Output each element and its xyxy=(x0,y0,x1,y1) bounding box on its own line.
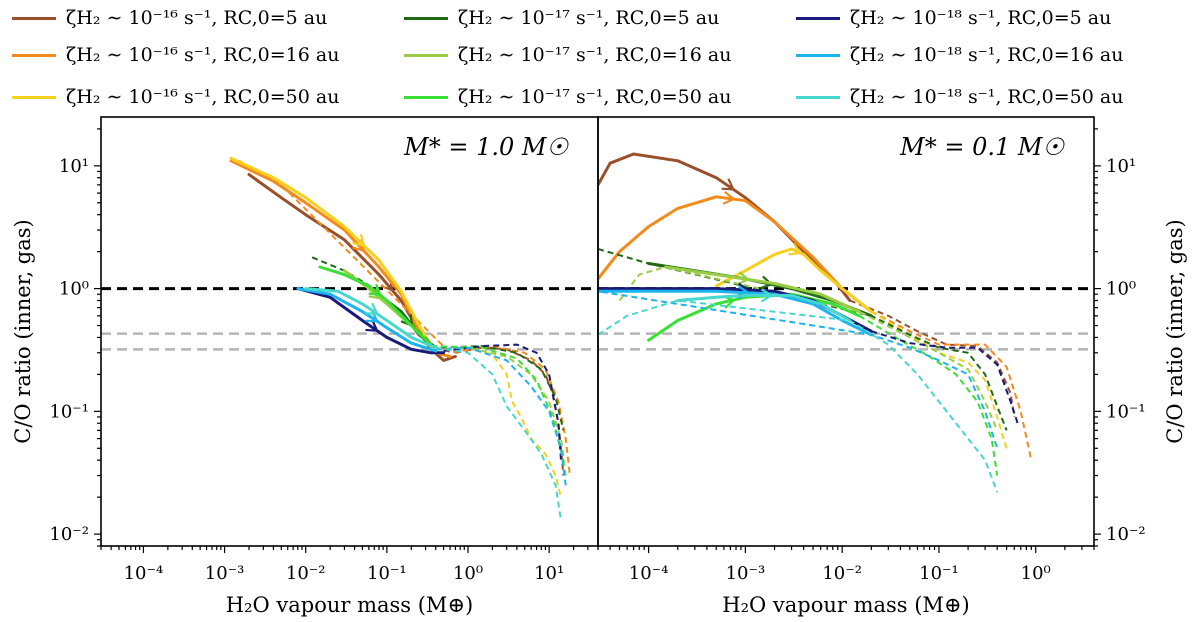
legend-swatch xyxy=(404,16,448,20)
series-solid-line xyxy=(229,156,438,355)
legend-label: ζH₂ ∼ 10⁻¹⁷ s⁻¹, RC,0=5 au xyxy=(458,7,720,29)
y-tick-label: 10⁻¹ xyxy=(1106,401,1146,422)
series-solid-line xyxy=(676,293,852,322)
axes-frame xyxy=(597,116,1095,547)
series-dashed-line xyxy=(871,330,1019,424)
series-group xyxy=(598,152,1033,493)
series-dashed-line xyxy=(870,310,1008,449)
x-axis-label: H₂O vapour mass (M⊕) xyxy=(722,593,969,617)
series-dashed-line xyxy=(598,248,1008,431)
legend-item: ζH₂ ∼ 10⁻¹⁸ s⁻¹, RC,0=50 au xyxy=(796,83,1123,111)
series-arrow xyxy=(760,288,774,303)
panel-annotation: M* = 0.1 M☉ xyxy=(899,133,1065,161)
axes-frame xyxy=(100,116,599,547)
legend-label: ζH₂ ∼ 10⁻¹⁸ s⁻¹, RC,0=16 au xyxy=(850,44,1124,66)
series-solid-line xyxy=(664,265,861,314)
x-tick-label: 10⁻³ xyxy=(205,563,245,584)
x-tick-label: 10⁰ xyxy=(1021,563,1051,584)
legend-swatch xyxy=(796,53,840,57)
series-solid-line xyxy=(229,159,452,358)
x-tick-label: 10⁻³ xyxy=(726,563,766,584)
series-solid-line xyxy=(647,292,861,342)
y-axis-label: C/O ratio (inner, gas) xyxy=(11,219,35,443)
series-dashed-line xyxy=(618,266,999,431)
x-tick-label: 10⁰ xyxy=(453,563,483,584)
series-dashed-line xyxy=(443,343,562,461)
x-tick-label: 10¹ xyxy=(534,563,564,584)
legend-swatch xyxy=(12,53,56,57)
series-dashed-line xyxy=(311,256,565,431)
panel-annotation: M* = 1.0 M☉ xyxy=(403,133,569,161)
series-arrow xyxy=(368,283,382,297)
y-tick-label: 10⁰ xyxy=(1106,279,1136,300)
series-solid-line xyxy=(318,265,433,347)
series-arrow xyxy=(365,319,379,332)
series-group xyxy=(229,156,571,521)
series-solid-line xyxy=(247,173,457,362)
chart-layer: 10⁻⁴ 10⁻³ 10⁻² 10⁻¹ 10⁰ 10¹ 10⁻² 10⁻¹ 10⁰ 10¹ H₂O … xyxy=(11,116,1187,617)
x-axis-label: H₂O vapour mass (M⊕) xyxy=(226,593,473,617)
legend-item: ζH₂ ∼ 10⁻¹⁶ s⁻¹, RC,0=16 au xyxy=(12,41,339,69)
series-solid-line xyxy=(598,195,873,314)
legend-swatch xyxy=(404,53,448,57)
series-solid-line xyxy=(714,247,873,314)
panel-right: 10⁻⁴ 10⁻³ 10⁻² 10⁻¹ 10⁰ 10⁻² 10⁻¹ 10⁰ 10¹ H₂O vap… xyxy=(597,116,1187,617)
y-tick-label: 10¹ xyxy=(1106,156,1136,177)
series-solid-line xyxy=(296,287,438,353)
legend-item: ζH₂ ∼ 10⁻¹⁶ s⁻¹, RC,0=5 au xyxy=(12,4,327,32)
x-tick-label: 10⁻⁴ xyxy=(124,563,164,584)
series-arrow xyxy=(737,271,751,285)
series-arrow xyxy=(788,242,803,256)
x-tick-label: 10⁻¹ xyxy=(919,563,959,584)
legend-label: ζH₂ ∼ 10⁻¹⁸ s⁻¹, RC,0=50 au xyxy=(850,86,1124,108)
series-dashed-line xyxy=(598,299,999,493)
panel-left: 10⁻⁴ 10⁻³ 10⁻² 10⁻¹ 10⁰ 10¹ 10⁻² 10⁻¹ 10⁰ 10¹ H₂O … xyxy=(11,116,599,617)
legend-label: ζH₂ ∼ 10⁻¹⁶ s⁻¹, RC,0=50 au xyxy=(66,86,340,108)
series-dashed-line xyxy=(870,310,1033,461)
series-dashed-line xyxy=(430,345,565,461)
y-tick-label: 10⁰ xyxy=(59,279,89,300)
legend-item: ζH₂ ∼ 10⁻¹⁶ s⁻¹, RC,0=50 au xyxy=(12,83,339,111)
x-tick-label: 10⁻¹ xyxy=(367,563,407,584)
legend-swatch xyxy=(404,95,448,99)
legend-item: ζH₂ ∼ 10⁻¹⁷ s⁻¹, RC,0=16 au xyxy=(404,41,731,69)
legend-item: ζH₂ ∼ 10⁻¹⁸ s⁻¹, RC,0=5 au xyxy=(796,4,1111,32)
legend-label: ζH₂ ∼ 10⁻¹⁸ s⁻¹, RC,0=5 au xyxy=(850,7,1112,29)
x-tick-label: 10⁻⁴ xyxy=(629,563,669,584)
series-dashed-line xyxy=(849,299,1016,418)
y-tick-label: 10⁻¹ xyxy=(49,401,89,422)
legend: ζH₂ ∼ 10⁻¹⁶ s⁻¹, RC,0=5 au ζH₂ ∼ 10⁻¹⁶ s… xyxy=(0,0,1200,115)
series-solid-line xyxy=(296,287,446,355)
x-tick-label: 10⁻² xyxy=(286,563,326,584)
series-dashed-line xyxy=(435,346,567,486)
series-dashed-line xyxy=(435,346,562,521)
x-tick-label: 10⁻² xyxy=(822,563,862,584)
legend-label: ζH₂ ∼ 10⁻¹⁶ s⁻¹, RC,0=5 au xyxy=(66,7,328,29)
series-solid-line xyxy=(598,152,852,302)
legend-label: ζH₂ ∼ 10⁻¹⁷ s⁻¹, RC,0=50 au xyxy=(458,86,732,108)
legend-item: ζH₂ ∼ 10⁻¹⁷ s⁻¹, RC,0=50 au xyxy=(404,83,731,111)
series-arrow xyxy=(352,234,366,248)
legend-swatch xyxy=(796,95,840,99)
legend-swatch xyxy=(796,16,840,20)
y-axis-label: C/O ratio (inner, gas) xyxy=(1163,219,1187,443)
y-tick-label: 10⁻² xyxy=(49,524,89,545)
y-tick-label: 10⁻² xyxy=(1106,524,1146,545)
series-arrow xyxy=(721,178,736,191)
y-tick-label: 10¹ xyxy=(59,156,89,177)
legend-item: ζH₂ ∼ 10⁻¹⁷ s⁻¹, RC,0=5 au xyxy=(404,4,719,32)
legend-label: ζH₂ ∼ 10⁻¹⁷ s⁻¹, RC,0=16 au xyxy=(458,44,732,66)
series-dashed-line xyxy=(598,290,999,449)
legend-item: ζH₂ ∼ 10⁻¹⁸ s⁻¹, RC,0=16 au xyxy=(796,41,1123,69)
legend-label: ζH₂ ∼ 10⁻¹⁶ s⁻¹, RC,0=16 au xyxy=(66,44,340,66)
series-dashed-line xyxy=(238,159,571,476)
series-arrow xyxy=(365,302,379,316)
legend-swatch xyxy=(12,16,56,20)
series-dashed-line xyxy=(858,314,999,476)
series-solid-line xyxy=(304,287,438,350)
legend-swatch xyxy=(12,95,56,99)
series-arrow xyxy=(722,190,736,205)
